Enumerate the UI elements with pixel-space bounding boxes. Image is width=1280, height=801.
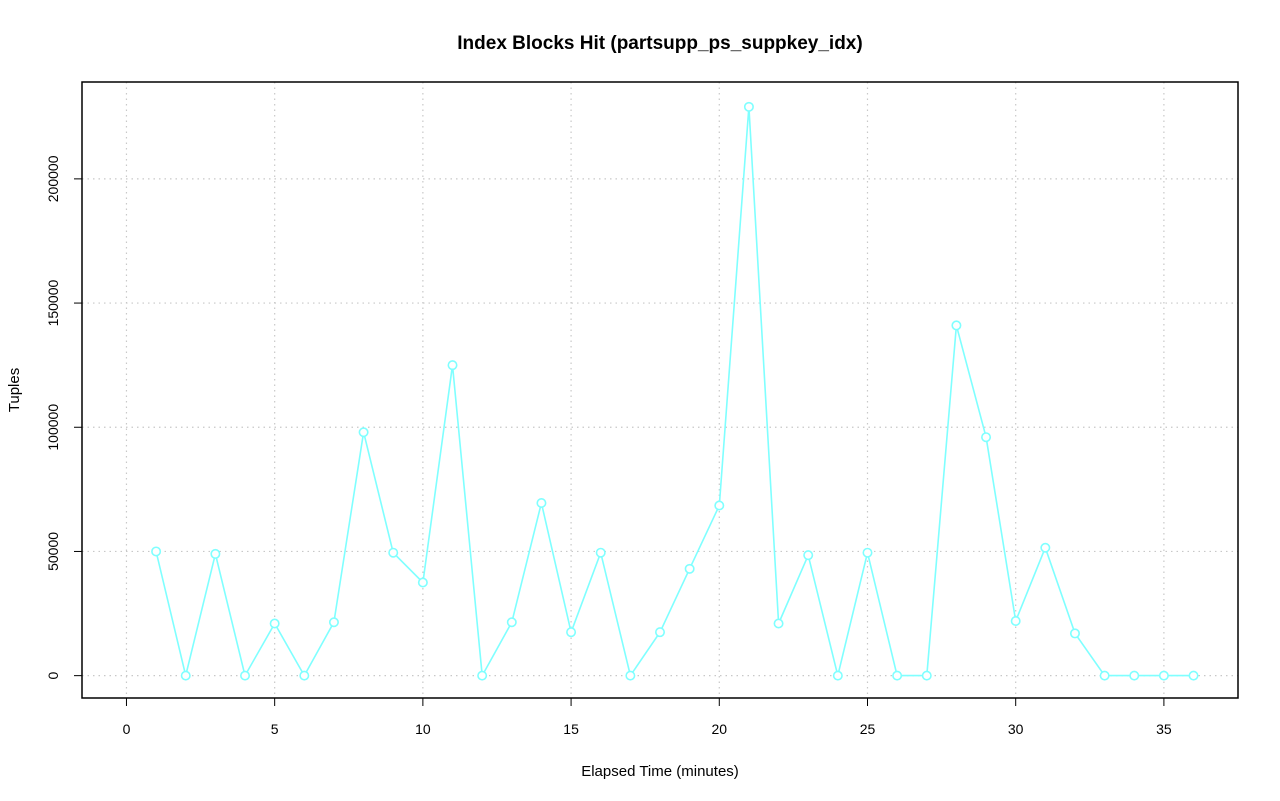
data-point [714,500,725,511]
y-tick-label: 0 [45,672,61,680]
x-tick-label: 30 [1008,721,1024,737]
data-point [1040,542,1051,553]
x-tick-label: 10 [415,721,431,737]
data-point [299,670,310,681]
data-point [180,670,191,681]
data-point [803,550,814,561]
data-point [477,670,488,681]
data-point [1010,615,1021,626]
data-point [358,427,369,438]
data-point [1188,670,1199,681]
data-point [981,432,992,443]
data-point [536,498,547,509]
x-tick-label: 25 [860,721,876,737]
data-point [506,617,517,628]
data-point [832,670,843,681]
y-axis: 0 50000 100000 150000 200000 [45,155,83,680]
data-point [625,670,636,681]
data-point [1069,628,1080,639]
chart-title: Index Blocks Hit (partsupp_ps_suppkey_id… [457,33,862,54]
data-point [862,547,873,558]
data-point [743,101,754,112]
data-point [654,627,665,638]
y-tick-label: 50000 [45,532,61,571]
data-point [1129,670,1140,681]
data-point [1158,670,1169,681]
data-point [151,546,162,557]
data-point [684,563,695,574]
x-tick-label: 20 [711,721,727,737]
x-tick-label: 5 [271,721,279,737]
x-tick-label: 15 [563,721,579,737]
x-axis-label: Elapsed Time (minutes) [581,763,739,780]
data-point [951,320,962,331]
y-tick-label: 200000 [45,155,61,202]
data-point [417,577,428,588]
series-line [155,106,1194,679]
data-point [447,360,458,371]
y-tick-label: 150000 [45,279,61,326]
data-point [328,617,339,628]
x-axis: 0 5 10 15 20 25 30 35 [123,697,1172,737]
x-tick-label: 0 [123,721,131,737]
data-point [921,670,932,681]
data-point [210,548,221,559]
data-point [773,618,784,629]
data-point [240,670,251,681]
data-point [1099,670,1110,681]
y-axis-label: Tuples [6,368,23,412]
data-point [566,627,577,638]
series-layer [151,101,1199,681]
data-point [892,670,903,681]
data-point [595,547,606,558]
x-tick-label: 35 [1156,721,1172,737]
data-point [388,547,399,558]
y-tick-label: 100000 [45,404,61,451]
data-point [269,618,280,629]
